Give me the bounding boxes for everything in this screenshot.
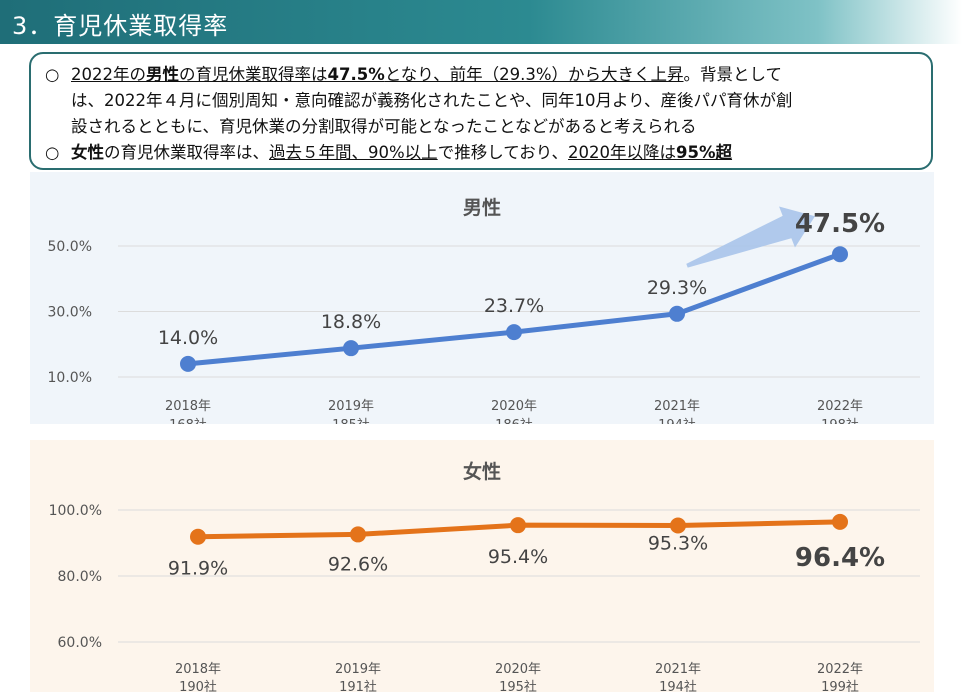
male-data-label: 23.7% [484,295,544,317]
male-data-label: 18.8% [321,311,381,333]
title-bar: 3．育児休業取得率 [0,0,962,44]
summary-bullet-male: ○ 2022年の男性の育児休業取得率は47.5%となり、前年（29.3%）から大き… [45,63,782,87]
male-y-tick-label: 50.0% [48,239,92,255]
female-x-tick-year: 2019年 [335,662,381,677]
male-x-tick-year: 2022年 [817,399,863,414]
growth-arrow-icon [686,206,815,268]
female-x-tick-year: 2020年 [495,662,541,677]
female-x-tick-companies: 195社 [499,679,537,692]
male-data-point [669,305,685,322]
female-data-point [510,517,526,534]
male-data-point [180,355,196,372]
female-y-tick-label: 60.0% [58,635,102,651]
female-data-point [190,528,206,545]
chart-panel-female: 女性 60.0% 80.0% 100.0% 2018年 190社 2019年 191社 2020… [30,440,934,692]
female-data-label: 91.9% [168,558,228,580]
female-y-tick-label: 80.0% [58,569,102,585]
female-x-tick-year: 2021年 [655,662,701,677]
male-y-tick-label: 10.0% [48,370,92,386]
male-data-label: 14.0% [158,327,218,349]
female-x-tick-year: 2018年 [175,662,221,677]
chart-panel-male: 男性 10.0% 30.0% 50.0% 2018年 168社 2019年 185社 2020年… [30,172,934,424]
summary-line-2: は、2022年４月に個別周知・意向確認が義務化されたことや、同年10月より、産後… [71,91,793,110]
female-data-point [350,526,366,543]
male-x-tick-companies: 185社 [332,417,370,424]
male-data-label: 47.5% [795,209,885,239]
female-data-label: 92.6% [328,553,388,575]
male-x-tick-year: 2018年 [165,399,211,414]
summary-line-3: 設されるとともに、育児休業の分割取得が可能となったことなどがあると考えられる [71,117,697,136]
male-x-tick-companies: 186社 [495,417,533,424]
male-data-point [343,340,359,357]
female-data-point [832,513,848,530]
female-x-tick-companies: 194社 [659,679,697,692]
male-x-tick-year: 2020年 [491,399,537,414]
summary-box: ○ 2022年の男性の育児休業取得率は47.5%となり、前年（29.3%）から大き… [29,52,933,170]
male-x-tick-companies: 194社 [658,417,696,424]
female-x-tick-companies: 191社 [339,679,377,692]
male-x-tick-year: 2019年 [328,399,374,414]
female-chart-title: 女性 [463,460,501,483]
female-data-point [670,517,686,534]
female-line-chart: 女性 60.0% 80.0% 100.0% 2018年 190社 2019年 191社 2020… [49,460,920,692]
female-x-tick-year: 2022年 [817,662,863,677]
female-x-tick-companies: 199社 [821,679,859,692]
male-x-tick-companies: 168社 [169,417,207,424]
bullet-circle-icon: ○ [45,143,60,162]
female-y-tick-label: 100.0% [49,503,102,519]
male-line-chart: 男性 10.0% 30.0% 50.0% 2018年 168社 2019年 185社 2020年… [48,196,920,424]
male-data-point [506,324,522,341]
female-x-tick-companies: 190社 [179,679,217,692]
male-x-tick-companies: 198社 [821,417,859,424]
male-x-tick-year: 2021年 [654,399,700,414]
male-data-point [832,246,848,263]
summary-bullet-female: ○ 女性の育児休業取得率は、過去５年間、90%以上で推移しており、2020年以降は… [45,141,732,165]
male-y-tick-label: 30.0% [48,305,92,321]
bullet-circle-icon: ○ [45,65,60,84]
page-title: 3．育児休業取得率 [12,12,229,40]
male-chart-title: 男性 [463,196,501,219]
female-data-label: 96.4% [795,543,885,573]
female-data-label: 95.4% [488,546,548,568]
female-data-label: 95.3% [648,533,708,555]
male-data-label: 29.3% [647,277,707,299]
